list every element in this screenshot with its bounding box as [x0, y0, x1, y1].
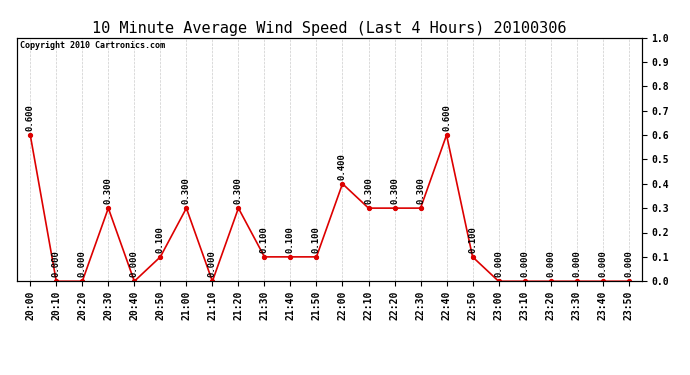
Text: 0.100: 0.100: [468, 226, 477, 253]
Text: 0.000: 0.000: [130, 250, 139, 277]
Text: 0.300: 0.300: [234, 177, 243, 204]
Text: 0.000: 0.000: [78, 250, 87, 277]
Text: 0.300: 0.300: [104, 177, 113, 204]
Text: 0.000: 0.000: [494, 250, 503, 277]
Text: 0.600: 0.600: [442, 104, 451, 131]
Text: 0.000: 0.000: [52, 250, 61, 277]
Text: 0.400: 0.400: [338, 153, 347, 180]
Text: 0.000: 0.000: [624, 250, 633, 277]
Title: 10 Minute Average Wind Speed (Last 4 Hours) 20100306: 10 Minute Average Wind Speed (Last 4 Hou…: [92, 21, 566, 36]
Text: 0.300: 0.300: [182, 177, 191, 204]
Text: 0.300: 0.300: [416, 177, 425, 204]
Text: 0.100: 0.100: [156, 226, 165, 253]
Text: 0.000: 0.000: [546, 250, 555, 277]
Text: 0.300: 0.300: [364, 177, 373, 204]
Text: 0.100: 0.100: [260, 226, 269, 253]
Text: 0.000: 0.000: [520, 250, 529, 277]
Text: 0.000: 0.000: [598, 250, 607, 277]
Text: 0.300: 0.300: [390, 177, 399, 204]
Text: Copyright 2010 Cartronics.com: Copyright 2010 Cartronics.com: [21, 41, 166, 50]
Text: 0.600: 0.600: [26, 104, 34, 131]
Text: 0.000: 0.000: [572, 250, 581, 277]
Text: 0.100: 0.100: [312, 226, 321, 253]
Text: 0.100: 0.100: [286, 226, 295, 253]
Text: 0.000: 0.000: [208, 250, 217, 277]
